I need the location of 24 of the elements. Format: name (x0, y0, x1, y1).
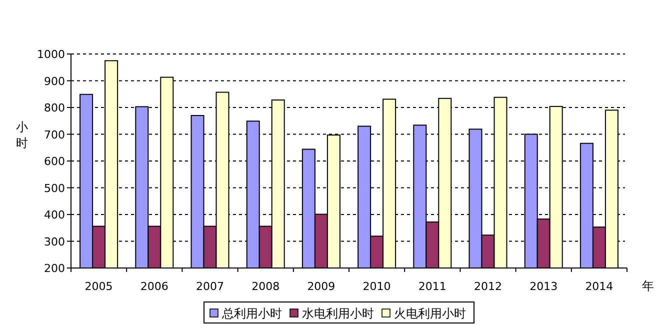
y-tick-label: 800 (44, 102, 65, 114)
x-tick-label: 2013 (530, 280, 558, 293)
legend-label: 总利用小时 (221, 306, 282, 320)
legend-label: 火电利用小时 (394, 306, 466, 320)
y-tick-label: 400 (44, 208, 65, 222)
x-tick-label: 2012 (474, 280, 502, 293)
x-tick-label: 2010 (362, 280, 391, 293)
x-axis-title: 年 (642, 279, 654, 293)
y-tick-label: 300 (44, 235, 65, 248)
y-tick-label: 1000 (37, 48, 65, 61)
x-tick-label: 2009 (307, 280, 336, 293)
legend-label: 水电利用小时 (302, 306, 374, 320)
x-tick-label: 2008 (252, 280, 280, 293)
x-tick-label: 2014 (585, 280, 614, 293)
x-tick-label: 2006 (140, 280, 168, 293)
y-tick-label: 700 (44, 128, 65, 142)
y-tick-label: 900 (44, 74, 65, 88)
x-tick-label: 2011 (418, 280, 446, 293)
y-axis-title: 小时 (16, 120, 28, 150)
x-tick-label: 2005 (84, 280, 113, 293)
x-tick-label: 2007 (196, 280, 224, 293)
y-tick-label: 600 (44, 155, 65, 168)
y-tick-label: 200 (44, 262, 65, 275)
y-tick-label: 500 (44, 182, 65, 195)
